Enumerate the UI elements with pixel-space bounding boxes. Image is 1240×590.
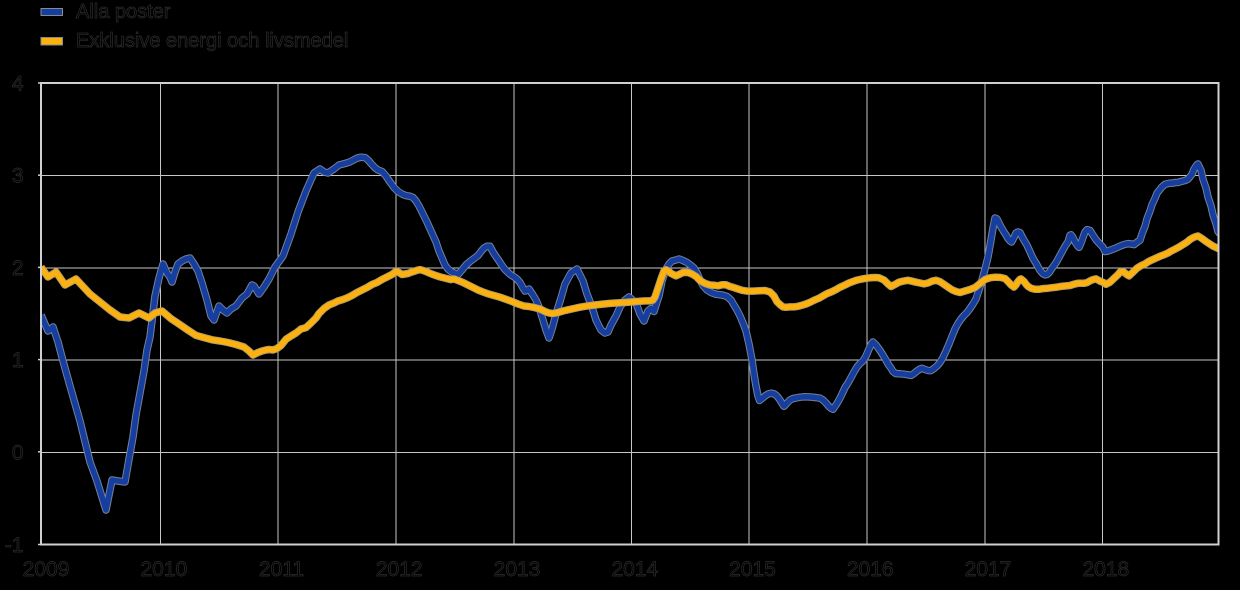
svg-text:0: 0 <box>12 441 24 464</box>
svg-text:2015: 2015 <box>729 558 776 581</box>
svg-text:3: 3 <box>12 165 24 188</box>
svg-text:1: 1 <box>12 349 24 372</box>
svg-text:4: 4 <box>12 73 24 96</box>
svg-text:2011: 2011 <box>259 558 304 581</box>
svg-text:Exklusive energi och livsmedel: Exklusive energi och livsmedel <box>76 30 348 52</box>
svg-text:Alla poster: Alla poster <box>76 1 171 23</box>
svg-text:2017: 2017 <box>965 558 1012 581</box>
svg-text:2016: 2016 <box>847 558 894 581</box>
svg-text:2012: 2012 <box>376 558 423 581</box>
svg-text:2010: 2010 <box>140 558 187 581</box>
svg-text:2018: 2018 <box>1082 558 1129 581</box>
svg-text:2014: 2014 <box>611 558 658 581</box>
svg-text:2009: 2009 <box>23 558 70 581</box>
svg-text:-1: -1 <box>5 534 24 557</box>
svg-text:2: 2 <box>12 257 24 280</box>
svg-text:2013: 2013 <box>494 558 541 581</box>
